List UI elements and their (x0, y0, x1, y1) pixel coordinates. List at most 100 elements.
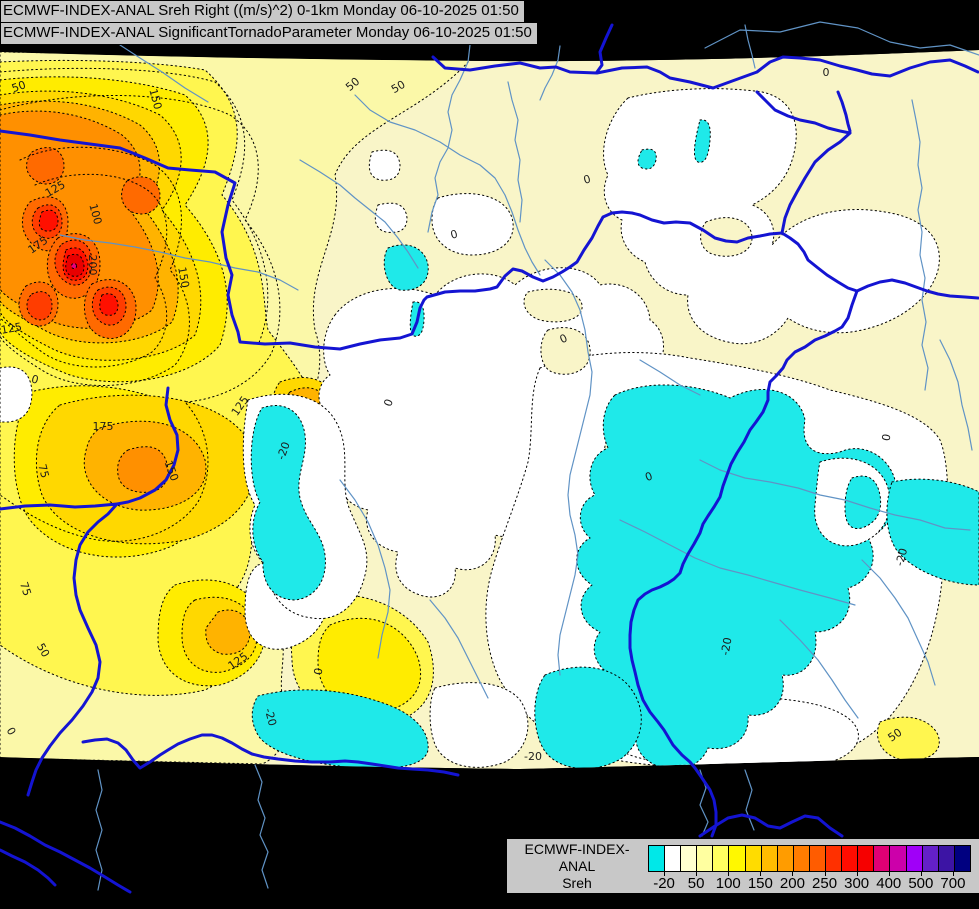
legend-color-cell (841, 846, 858, 871)
river-tisza-south (628, 289, 859, 838)
contour-label: 100 (86, 202, 104, 226)
legend-color-cell (889, 846, 906, 871)
contour-label: 0 (582, 172, 592, 186)
contour-label: 150 (146, 87, 164, 111)
legend-color-cell (873, 846, 890, 871)
river-sava-east (698, 813, 844, 838)
legend-panel: ECMWF-INDEX-ANAL Sreh (m/s)^2 -20 50 100 15… (506, 838, 979, 908)
contour-fill-300c (99, 293, 119, 316)
white-region-bottom-b (429, 682, 529, 768)
cyan-region-se-islet (844, 475, 882, 530)
contour-label: 0 (880, 433, 894, 442)
legend-colorbar (648, 845, 971, 872)
contour-label: 0 (30, 372, 40, 386)
white-region-small-a (368, 149, 401, 181)
legend-titles: ECMWF-INDEX-ANAL Sreh (m/s)^2 (507, 841, 647, 909)
cyan-region-bottom-b (534, 666, 642, 769)
legend-parameter: Sreh (562, 875, 592, 891)
legend-color-cell (921, 846, 938, 871)
legend-color-cell (696, 846, 713, 871)
cyan-region-se (576, 384, 897, 769)
white-region-left-edge (0, 366, 33, 423)
legend-tick-label: 500 (908, 875, 934, 892)
contour-fill-300a (38, 209, 59, 232)
contour-label: -20 (275, 440, 293, 461)
contour-label: 75 (35, 463, 51, 480)
river-mur-drava (0, 502, 119, 797)
island-e (700, 217, 753, 257)
legend-color-cell (825, 846, 842, 871)
cyan-region-right-edge (886, 478, 979, 586)
river-danube-north (431, 55, 979, 90)
legend-tick-mark (952, 871, 954, 876)
legend-color-cell (905, 846, 922, 871)
river-west (0, 129, 784, 351)
contour-line (0, 173, 168, 368)
legend-tick-label: 100 (715, 875, 741, 892)
legend-color-cell (953, 846, 970, 871)
contour-label: -20 (893, 547, 910, 568)
cyan-region-bottom (251, 689, 429, 769)
river-sava-b (0, 848, 57, 887)
contour-label: 75 (17, 580, 34, 597)
contour-label: 0 (823, 66, 830, 79)
river-ne-c (780, 131, 979, 300)
contour-label: 0 (449, 227, 459, 241)
contour-label: 150 (175, 266, 191, 289)
cyan-region-tiny-b (694, 119, 711, 163)
title-line-1: ECMWF-INDEX-ANAL Sreh Right ((m/s)^2) 0-… (0, 0, 525, 23)
legend-color-cell (792, 846, 809, 871)
white-region-small-b (374, 202, 408, 233)
contour-fill-200a (121, 176, 161, 215)
legend-tick-mark (792, 871, 794, 876)
legend-tick-label: 700 (940, 875, 966, 892)
title-line-2: ECMWF-INDEX-ANAL SignificantTornadoParam… (0, 22, 538, 45)
legend-color-cell (808, 846, 826, 871)
legend-tick-label: -20 (653, 875, 675, 892)
legend-tick-mark (856, 871, 858, 876)
island-a (523, 288, 583, 323)
legend-color-cell (680, 846, 697, 871)
white-region-ne (603, 88, 940, 345)
contour-line (0, 146, 190, 386)
contour-label: 50 (389, 78, 408, 96)
legend-color-cell (760, 846, 777, 871)
major-rivers (0, 23, 979, 894)
contour-label: 0 (312, 667, 326, 676)
cyan-region-tiny-a (637, 148, 657, 170)
legend-tick-mark (888, 871, 890, 876)
island-b (540, 327, 591, 375)
river-sava-a (0, 820, 132, 894)
legend-ticks: -20 50 100 150 200 250 300 400 500 700 (648, 871, 969, 893)
legend-tick-mark (728, 871, 730, 876)
legend-color-cell (712, 846, 729, 871)
legend-tick-mark (760, 871, 762, 876)
legend-tick-mark (696, 871, 698, 876)
contour-label: 125 (0, 320, 23, 336)
legend-tick-mark (664, 871, 666, 876)
minor-rivers (59, 21, 979, 891)
legend-color-cell (649, 846, 665, 871)
legend-tick-label: 300 (844, 875, 870, 892)
contour-label: -20 (524, 750, 542, 763)
legend-tick-label: 200 (779, 875, 805, 892)
contour-fill-250d (26, 291, 53, 321)
legend-tick-label: 150 (747, 875, 773, 892)
contour-label: 0 (643, 469, 654, 484)
legend-color-cell (744, 846, 761, 871)
contour-label: 200 (86, 255, 99, 276)
legend-units: (m/s)^2 (553, 892, 601, 908)
contour-fill-150c (205, 609, 251, 655)
cyan-region-mid (383, 244, 429, 291)
contour-fill-100d (317, 617, 422, 713)
legend-color-cell (937, 846, 954, 871)
contour-fill-core (70, 262, 78, 270)
legend-tick-mark (824, 871, 826, 876)
cyan-region-wedge (250, 405, 326, 601)
river-drava-bottom (81, 733, 460, 777)
contour-label: 50 (10, 78, 28, 95)
contour-label: -20 (262, 707, 279, 728)
legend-tick-label: 250 (812, 875, 838, 892)
